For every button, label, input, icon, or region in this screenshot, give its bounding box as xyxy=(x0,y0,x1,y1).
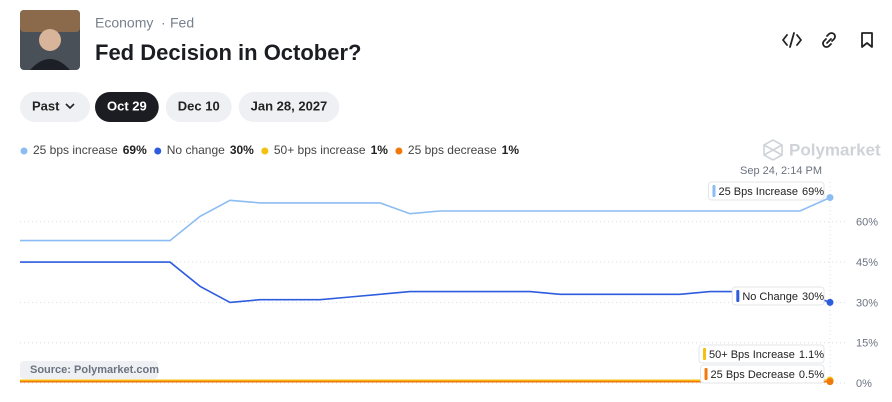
legend-dot xyxy=(261,147,269,155)
end-label-text: 50+ Bps Increase 1.1% xyxy=(709,349,824,361)
end-label-bar xyxy=(703,348,706,360)
end-label-bar xyxy=(704,368,708,380)
end-label-name: 50+ Bps Increase xyxy=(709,349,795,361)
y-tick-label: 0% xyxy=(856,378,872,390)
y-tick-label: 30% xyxy=(856,297,878,309)
chevron xyxy=(65,103,75,110)
y-tick-label: 15% xyxy=(856,338,878,350)
end-label-value: 1.1% xyxy=(799,349,824,361)
y-tick-label: 45% xyxy=(856,257,878,269)
end-label: 25 Bps Decrease 0.5% xyxy=(700,364,825,384)
hover-label: Sep 24, 2:14 PM xyxy=(740,165,822,177)
source-badge xyxy=(20,361,158,379)
end-label-box xyxy=(707,181,825,201)
end-label-value: 30% xyxy=(802,291,824,303)
end-label-box xyxy=(698,344,825,364)
end-label-name: No Change xyxy=(742,291,798,303)
end-label-name: 25 Bps Decrease xyxy=(711,369,795,381)
end-dot xyxy=(826,194,834,202)
y-tick-label: 60% xyxy=(856,217,878,229)
market-image-flags xyxy=(20,10,80,32)
legend-entry: 25 bps decrease 1% xyxy=(408,143,519,157)
end-label: 25 Bps Increase 69% xyxy=(707,181,825,201)
end-label-value: 69% xyxy=(802,186,824,198)
source: Source: Polymarket.com xyxy=(30,364,159,376)
legend-value: 30% xyxy=(230,143,254,157)
end-dot xyxy=(826,378,834,386)
legend-dot xyxy=(20,147,28,155)
date-button[interactable] xyxy=(95,92,159,122)
date-label: Oct 29 xyxy=(107,98,147,113)
bookmark-icon[interactable] xyxy=(861,32,873,48)
subcategory[interactable]: Fed xyxy=(170,15,194,31)
legend-value: 69% xyxy=(123,143,147,157)
series-line xyxy=(20,196,831,242)
market-title: Fed Decision in October? xyxy=(95,40,361,65)
separator: · xyxy=(161,15,166,31)
legend-name: 25 bps decrease xyxy=(408,143,497,157)
end-label-text: 25 Bps Increase 69% xyxy=(718,186,824,198)
date-button[interactable] xyxy=(165,92,232,122)
date-label: Dec 10 xyxy=(178,98,220,113)
date-label: Jan 28, 2027 xyxy=(251,98,328,113)
market-image-suit xyxy=(30,59,70,70)
end-label: 50+ Bps Increase 1.1% xyxy=(698,344,825,364)
legend-entry: 25 bps increase 69% xyxy=(33,143,147,157)
end-label-bar xyxy=(712,185,716,197)
legend-dot xyxy=(395,147,403,155)
date-button[interactable] xyxy=(238,92,340,122)
legend-name: 25 bps increase xyxy=(33,143,118,157)
end-label-text: 25 Bps Decrease 0.5% xyxy=(711,369,825,381)
end-label-box xyxy=(700,364,825,384)
legend-value: 1% xyxy=(371,143,389,157)
end-label-bar xyxy=(736,290,740,302)
end-dot xyxy=(826,298,834,306)
link-icon[interactable] xyxy=(822,32,836,48)
embed-icon[interactable] xyxy=(782,32,802,48)
legend-entry: No change 30% xyxy=(167,143,254,157)
legend-name: 50+ bps increase xyxy=(274,143,366,157)
end-label-text: No Change 30% xyxy=(742,291,824,303)
legend-dot xyxy=(154,147,162,155)
legend-entry: 50+ bps increase 1% xyxy=(274,143,388,157)
range-label: Past xyxy=(32,98,60,113)
watermark: Polymarket xyxy=(763,139,881,161)
category[interactable]: Economy xyxy=(95,15,153,31)
range-button[interactable] xyxy=(20,92,90,122)
end-label-box xyxy=(731,286,825,306)
market-image-face xyxy=(39,29,61,51)
series-line xyxy=(20,261,831,304)
end-label: No Change 30% xyxy=(731,286,825,306)
legend-name: No change xyxy=(167,143,225,157)
legend-value: 1% xyxy=(502,143,520,157)
end-label-name: 25 Bps Increase xyxy=(718,186,798,198)
watermark-text: Polymarket xyxy=(789,140,881,159)
end-label-value: 0.5% xyxy=(799,369,824,381)
